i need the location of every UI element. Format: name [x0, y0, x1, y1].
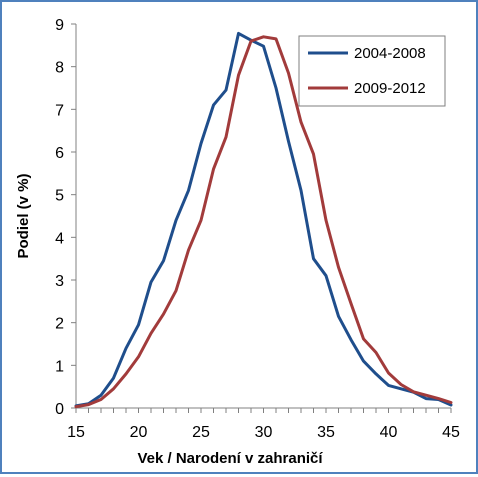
legend-label-2004-2008: 2004-2008: [354, 45, 426, 62]
legend: 2004-2008 2009-2012: [298, 35, 446, 107]
x-tick-label: 45: [442, 424, 460, 441]
x-tick-label: 25: [192, 424, 210, 441]
series-line-2004-2008: [74, 31, 453, 408]
y-tick-label: 7: [55, 102, 64, 119]
series-layer: [74, 31, 453, 409]
y-axis-title: Podiel (v %): [15, 173, 32, 258]
y-tick-label: 9: [55, 17, 64, 34]
y-tick-label: 0: [55, 401, 64, 418]
x-tick-label: 35: [317, 424, 335, 441]
series-line-2009-2012: [74, 35, 453, 409]
legend-box: [298, 35, 446, 107]
y-tick-label: 8: [55, 60, 64, 77]
x-tick-label: 40: [380, 424, 398, 441]
legend-label-2009-2012: 2009-2012: [354, 80, 426, 97]
x-axis-title: Vek / Narodení v zahraničí: [137, 450, 323, 467]
x-tick-label: 30: [255, 424, 273, 441]
x-tick-label: 20: [130, 424, 148, 441]
y-tick-label: 1: [55, 358, 64, 375]
y-tick-label: 3: [55, 273, 64, 290]
y-tick-label: 4: [55, 230, 64, 247]
y-tick-label: 5: [55, 188, 64, 205]
y-tick-label: 2: [55, 316, 64, 333]
y-tick-label: 6: [55, 145, 64, 162]
x-tick-label: 15: [67, 424, 85, 441]
